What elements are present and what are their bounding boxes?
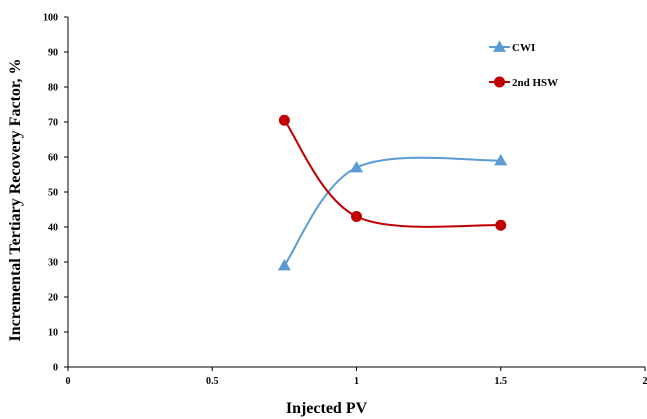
y-tick-label: 30: [48, 258, 58, 269]
y-tick-label: 10: [48, 328, 58, 339]
data-point-cwi: [350, 161, 363, 173]
y-tick-label: 80: [48, 83, 58, 94]
series-2nd-hsw: [278, 114, 507, 231]
legend-item-cwi: CWI: [489, 40, 535, 54]
legend-marker-2nd-hsw: [494, 76, 505, 88]
y-tick-label: 0: [53, 363, 58, 374]
y-tick-label: 50: [48, 188, 58, 199]
y-tick-label: 20: [48, 293, 58, 304]
legend-marker-cwi: [493, 40, 506, 52]
x-tick-label: 0.5: [206, 376, 219, 387]
legend-label-2nd-hsw: 2nd HSW: [512, 77, 558, 89]
legend-label-cwi: CWI: [512, 42, 535, 54]
axes: [64, 16, 646, 371]
y-tick-label: 100: [43, 13, 58, 24]
series-cwi: [277, 154, 508, 271]
data-point-2nd-hsw: [278, 114, 290, 126]
y-tick-label: 40: [48, 223, 58, 234]
data-series: [277, 114, 508, 271]
data-point-cwi: [494, 154, 508, 166]
y-tick-label: 60: [48, 153, 58, 164]
data-point-2nd-hsw: [351, 211, 362, 222]
x-tick-label: 2: [643, 376, 647, 387]
legend-item-2nd-hsw: 2nd HSW: [489, 76, 558, 89]
x-tick-label: 1: [354, 376, 359, 387]
legend: CWI 2nd HSW: [489, 40, 558, 89]
data-point-cwi: [277, 259, 291, 271]
data-point-2nd-hsw: [495, 219, 507, 231]
y-tick-label: 70: [48, 118, 58, 129]
x-axis-title: Injected PV: [286, 400, 368, 417]
y-axis-title: Incremental Tertiary Recovery Factor, %: [7, 58, 24, 341]
x-tick-label: 0: [66, 376, 71, 387]
tick-labels: 0 10 20 30 40 50 60 70 80 90 100 0 0.5 1 1.5 2: [43, 13, 647, 388]
y-tick-label: 90: [48, 48, 58, 59]
x-tick-label: 1.5: [495, 376, 508, 387]
